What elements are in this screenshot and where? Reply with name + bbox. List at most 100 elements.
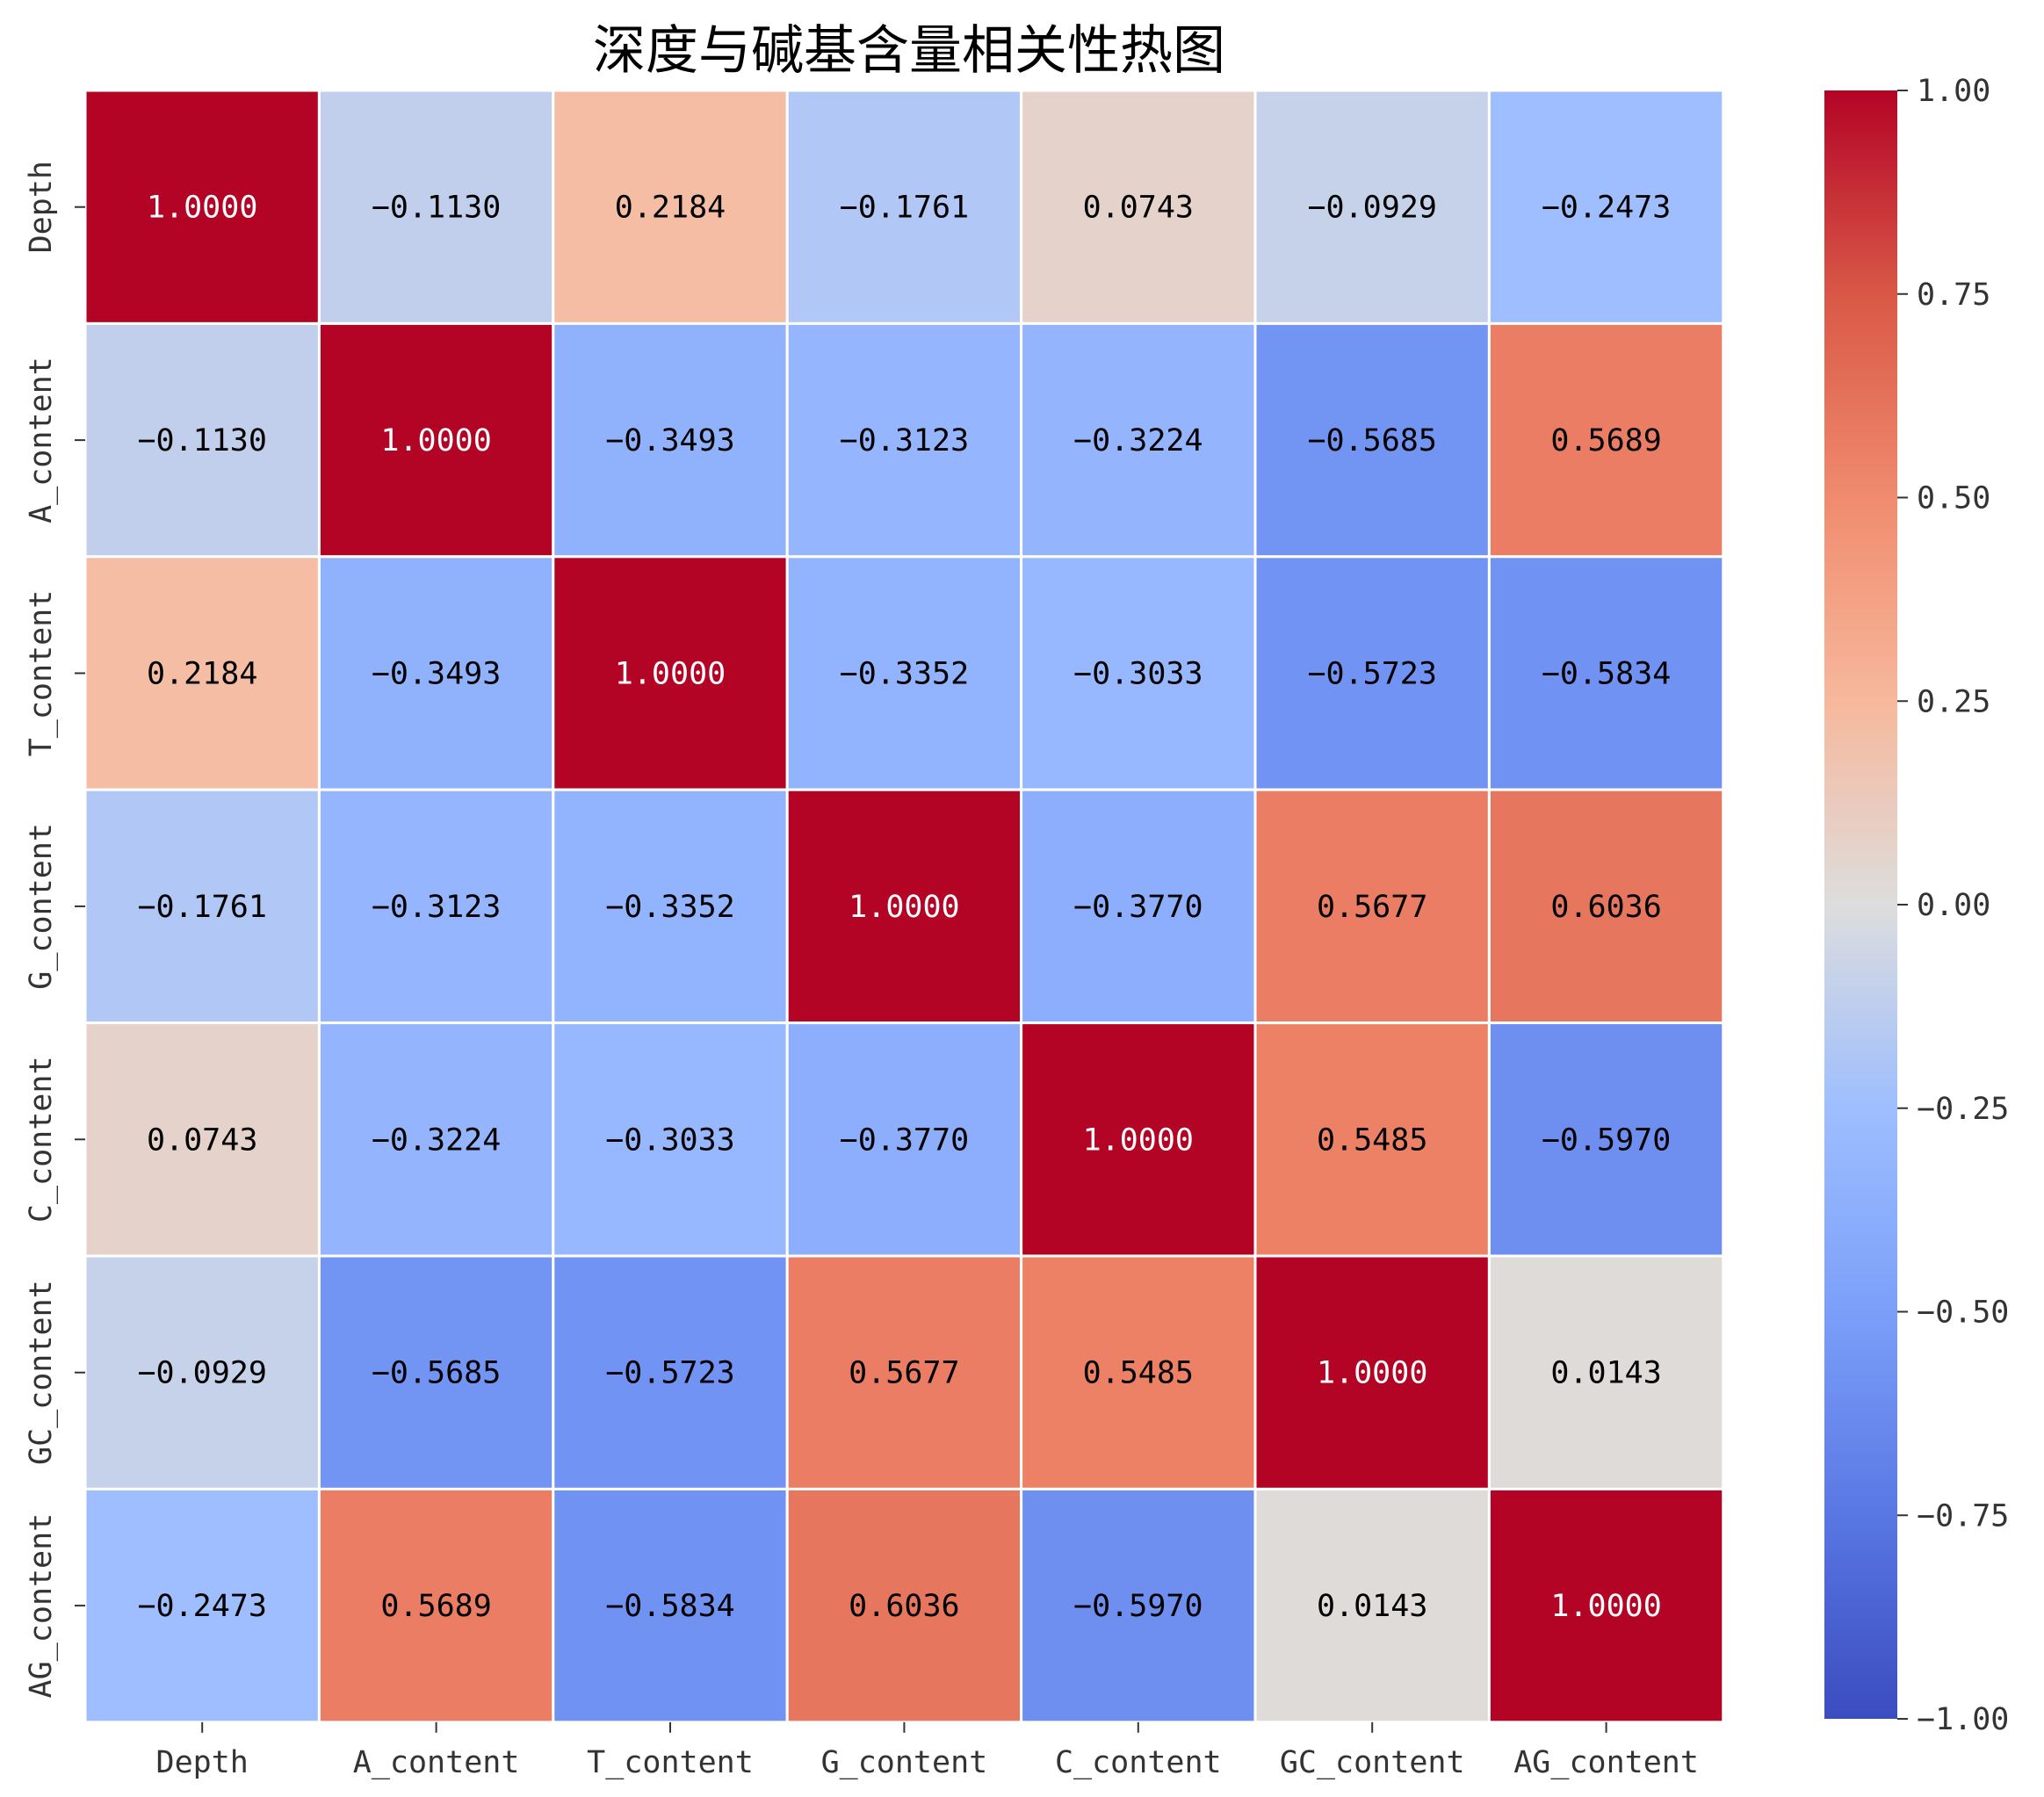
x-tick-label: T_content xyxy=(587,1745,754,1780)
colorbar-tick-label: −0.25 xyxy=(1917,1092,2009,1127)
cell-value-label: −0.1761 xyxy=(137,890,267,925)
cell-value-label: 1.0000 xyxy=(849,890,959,925)
cell-value-label: −0.1761 xyxy=(840,191,970,226)
cell-value-label: −0.1130 xyxy=(137,423,267,458)
cell-value-label: −0.3352 xyxy=(605,890,735,925)
cell-value-label: −0.2473 xyxy=(1542,191,1672,226)
colorbar: 1.00 0.75 0.50 0.25 0.00 −0.25 −0.50 −0.75 −1.00 xyxy=(1824,74,2009,1737)
y-tick-label: GC_content xyxy=(24,1280,59,1465)
y-tick-label: C_content xyxy=(24,1056,59,1223)
heatmap-cell xyxy=(552,555,789,791)
heatmap-cell xyxy=(317,1254,555,1490)
x-tick-label: G_content xyxy=(821,1745,988,1780)
colorbar-tick-label: 1.00 xyxy=(1917,74,1990,109)
heatmap-cell xyxy=(1020,1254,1257,1490)
cell-value-label: −0.0929 xyxy=(1307,191,1437,226)
heatmap-cell xyxy=(552,1254,789,1490)
cell-value-label: −0.2473 xyxy=(137,1589,267,1624)
cell-value-label: 0.0143 xyxy=(1317,1589,1427,1624)
cell-value-label: −0.3224 xyxy=(372,1122,502,1158)
cell-value-label: −0.5834 xyxy=(1542,657,1672,692)
heatmap-cell xyxy=(785,555,1023,791)
x-tick-label: C_content xyxy=(1055,1745,1222,1780)
chart-title: 深度与碱基含量相关性热图 xyxy=(593,20,1225,82)
heatmap-cell xyxy=(83,89,321,325)
heatmap-cell xyxy=(83,555,321,791)
heatmap-cell xyxy=(1020,321,1257,559)
heatmap-cell xyxy=(1020,89,1257,325)
heatmap-cell xyxy=(785,788,1023,1025)
cell-value-label: −0.3770 xyxy=(1073,890,1203,925)
cell-value-label: 0.5689 xyxy=(380,1589,491,1624)
x-axis: Depth A_content T_content G_content C_conten… xyxy=(156,1721,1699,1780)
heatmap-cell xyxy=(1253,555,1491,791)
cell-value-label: 0.6036 xyxy=(1550,890,1661,925)
heatmap-cell xyxy=(552,1487,789,1724)
cell-value-label: 0.5677 xyxy=(849,1356,959,1391)
heatmap-cell xyxy=(552,1021,789,1258)
heatmap-cell xyxy=(552,89,789,325)
cell-value-label: −0.3770 xyxy=(840,1122,970,1158)
cell-value-label: −0.3493 xyxy=(372,657,502,692)
y-axis: Depth A_content T_content G_content C_conten… xyxy=(24,161,85,1698)
heatmap-cell xyxy=(1253,321,1491,559)
cell-value-label: 1.0000 xyxy=(1083,1122,1194,1158)
x-tick-label: A_content xyxy=(353,1745,520,1780)
x-tick-label: Depth xyxy=(156,1745,249,1780)
heatmap-cells: 1.0000 −0.1130 0.2184 −0.1761 0.0743 −0.0929 −… xyxy=(83,89,1725,1724)
cell-value-label: 1.0000 xyxy=(380,423,491,458)
heatmap-cell xyxy=(1020,555,1257,791)
cell-value-label: 0.0143 xyxy=(1550,1356,1661,1391)
cell-value-label: −0.5685 xyxy=(1307,423,1437,458)
colorbar-tick-label: 0.50 xyxy=(1917,481,1990,516)
colorbar-tick-label: −0.50 xyxy=(1917,1295,2009,1331)
cell-value-label: 0.2184 xyxy=(615,191,726,226)
y-tick-label: T_content xyxy=(24,590,59,757)
heatmap-cell xyxy=(552,321,789,559)
cell-value-label: 0.5485 xyxy=(1317,1122,1427,1158)
heatmap-cell xyxy=(83,1254,321,1490)
heatmap-cell xyxy=(785,1487,1023,1724)
cell-value-label: 0.0743 xyxy=(1083,191,1194,226)
colorbar-tick-label: 0.75 xyxy=(1917,278,1990,313)
cell-value-label: −0.3033 xyxy=(1073,657,1203,692)
heatmap-cell xyxy=(1487,555,1725,791)
heatmap-cell xyxy=(83,788,321,1025)
heatmap-cell xyxy=(1253,788,1491,1025)
cell-value-label: 1.0000 xyxy=(615,657,726,692)
cell-value-label: 0.5689 xyxy=(1550,423,1661,458)
cell-value-label: 0.2184 xyxy=(147,657,257,692)
heatmap-cell xyxy=(1487,1254,1725,1490)
heatmap-cell xyxy=(83,1487,321,1724)
y-tick-label: AG_content xyxy=(24,1513,59,1699)
colorbar-gradient xyxy=(1824,90,1897,1719)
y-tick-label: A_content xyxy=(24,357,59,523)
cell-value-label: −0.1130 xyxy=(372,191,502,226)
cell-value-label: −0.5685 xyxy=(372,1356,502,1391)
cell-value-label: −0.5723 xyxy=(1307,657,1437,692)
cell-value-label: 1.0000 xyxy=(147,191,257,226)
cell-value-label: −0.5970 xyxy=(1542,1122,1672,1158)
colorbar-tick-label: 0.25 xyxy=(1917,684,1990,719)
colorbar-tick-label: −1.00 xyxy=(1917,1702,2009,1737)
cell-value-label: −0.3224 xyxy=(1073,423,1203,458)
cell-value-label: −0.5970 xyxy=(1073,1589,1203,1624)
heatmap-cell xyxy=(1253,89,1491,325)
cell-value-label: 0.0743 xyxy=(147,1122,257,1158)
colorbar-tick-label: 0.00 xyxy=(1917,888,1990,923)
cell-value-label: −0.5834 xyxy=(605,1589,735,1624)
cell-value-label: 1.0000 xyxy=(1550,1589,1661,1624)
heatmap-cell xyxy=(317,89,555,325)
cell-value-label: −0.3493 xyxy=(605,423,735,458)
heatmap-cell xyxy=(785,1254,1023,1490)
cell-value-label: 0.5677 xyxy=(1317,890,1427,925)
colorbar-tick-label: −0.75 xyxy=(1917,1498,2009,1534)
heatmap-cell xyxy=(785,89,1023,325)
heatmap-cell xyxy=(1487,321,1725,559)
cell-value-label: 1.0000 xyxy=(1317,1356,1427,1391)
y-tick-label: G_content xyxy=(24,823,59,990)
x-tick-label: GC_content xyxy=(1280,1745,1465,1780)
cell-value-label: −0.3123 xyxy=(372,890,502,925)
cell-value-label: −0.3033 xyxy=(605,1122,735,1158)
